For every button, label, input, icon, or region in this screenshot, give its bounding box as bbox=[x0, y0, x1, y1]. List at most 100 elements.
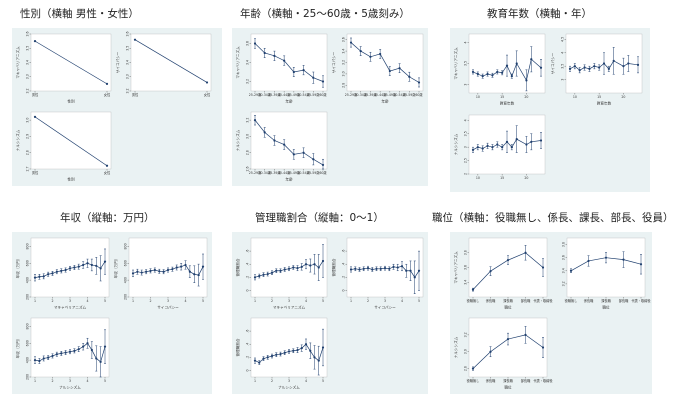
y-tick-label: 3.2 bbox=[562, 281, 566, 286]
y-tick-label: 3.4 bbox=[126, 60, 130, 65]
y-tick-label: 3.2 bbox=[126, 88, 130, 93]
x-tick-label: 部長職 bbox=[521, 298, 531, 303]
y-tick-label: 800 bbox=[26, 323, 30, 329]
data-point bbox=[77, 348, 80, 351]
x-tick-label: 40-44歳 bbox=[278, 170, 291, 175]
series-line bbox=[254, 119, 324, 166]
title-education: 教育年数（横軸・年） bbox=[487, 8, 592, 20]
data-point bbox=[312, 158, 315, 161]
y-tick-label: 3.2 bbox=[464, 332, 468, 337]
series-line bbox=[34, 40, 108, 85]
y-tick-label: 0 bbox=[246, 289, 250, 291]
data-point bbox=[471, 367, 475, 370]
data-point bbox=[105, 164, 109, 167]
chart-inc-psy: 200 400 600 800 1 2 3 4 5 サイコパシー 年収（万円） bbox=[113, 237, 208, 310]
data-point bbox=[42, 357, 45, 360]
data-point bbox=[131, 272, 135, 275]
data-point bbox=[622, 65, 625, 68]
data-point bbox=[33, 115, 37, 118]
title-manager: 管理職割合（縦軸：0～1） bbox=[255, 212, 384, 224]
x-tick-label: 代表・取締役 bbox=[631, 298, 651, 303]
data-point bbox=[375, 267, 378, 270]
data-point bbox=[136, 270, 139, 273]
data-point bbox=[313, 263, 316, 266]
chart-gender-psy: 3.2 3.3 3.4 3.5 3.6 男性 女性 サイコパシー bbox=[115, 31, 212, 97]
x-axis-label: 職位 bbox=[504, 385, 512, 390]
x-tick-label: 15 bbox=[597, 95, 601, 99]
data-point bbox=[33, 359, 37, 362]
x-tick-label: 35-39歳 bbox=[268, 170, 281, 175]
plot-area bbox=[250, 317, 328, 378]
x-tick-label: 50-54歳 bbox=[297, 92, 310, 97]
data-point bbox=[568, 67, 572, 70]
x-tick-label: 40-44歳 bbox=[374, 92, 387, 97]
data-point bbox=[263, 131, 266, 134]
data-point bbox=[627, 62, 630, 65]
x-tick-label: 4 bbox=[401, 299, 403, 303]
y-axis-label: ナルシシズム bbox=[453, 133, 458, 155]
y-tick-label: 3.6 bbox=[246, 41, 250, 46]
data-point bbox=[253, 359, 257, 362]
y-tick-label: .2 bbox=[246, 276, 250, 279]
y-tick-label: .6 bbox=[246, 250, 250, 253]
y-tick-label: 3.5 bbox=[126, 46, 130, 51]
y-tick-label: 800 bbox=[26, 243, 30, 249]
x-tick-label: 20 bbox=[524, 95, 528, 99]
data-point bbox=[166, 268, 170, 272]
x-tick-label: 30-34歳 bbox=[354, 92, 367, 97]
data-point bbox=[140, 271, 143, 274]
data-point bbox=[321, 80, 325, 83]
y-tick-label: 0 bbox=[342, 289, 346, 291]
data-point bbox=[309, 349, 312, 352]
chart-edu-nar: 2 2.5 3 3.5 4 10 15 20 ナルシシズム bbox=[453, 114, 546, 180]
x-tick-label: 課長職 bbox=[601, 298, 611, 303]
x-tick-label: 4 bbox=[184, 299, 186, 303]
data-point bbox=[541, 266, 545, 269]
x-tick-label: 女性 bbox=[104, 170, 111, 175]
x-tick-label: 係長職 bbox=[584, 298, 594, 303]
y-tick-label: .4 bbox=[246, 343, 250, 346]
x-tick-label: 3 bbox=[69, 299, 71, 303]
data-point bbox=[593, 65, 596, 68]
data-point bbox=[253, 119, 257, 122]
y-axis-label: マキャベリアニズム bbox=[15, 46, 20, 79]
data-point bbox=[524, 251, 527, 254]
data-point bbox=[99, 360, 102, 363]
data-point bbox=[541, 346, 545, 349]
data-point bbox=[506, 337, 510, 341]
data-point bbox=[279, 352, 282, 356]
data-point bbox=[471, 70, 475, 74]
data-point bbox=[476, 72, 479, 76]
y-axis-label: マキャベリアニズム bbox=[453, 251, 458, 284]
x-tick-label: 4 bbox=[305, 379, 307, 383]
y-tick-label: 200 bbox=[124, 294, 128, 300]
data-point bbox=[300, 265, 303, 268]
data-point bbox=[524, 333, 527, 336]
x-tick-label: 係長職 bbox=[486, 378, 496, 383]
y-tick-label: 3.6 bbox=[562, 255, 566, 260]
y-axis-label: ナルシシズム bbox=[235, 129, 240, 151]
y-tick-label: 400 bbox=[26, 357, 30, 363]
data-point bbox=[279, 269, 282, 272]
data-point bbox=[258, 361, 261, 364]
chart-edu-mach: 3 3.5 4 10 15 20 教育年数 マキャベリアニズム bbox=[453, 33, 546, 106]
data-point bbox=[266, 272, 269, 276]
data-point bbox=[266, 356, 269, 359]
data-point bbox=[302, 69, 305, 72]
y-tick-label: 3.8 bbox=[464, 250, 468, 255]
data-point bbox=[530, 140, 533, 143]
x-tick-label: 代表・取締役 bbox=[533, 378, 553, 383]
y-tick-label: 3.5 bbox=[464, 61, 468, 66]
data-point bbox=[33, 40, 37, 43]
data-point bbox=[354, 267, 357, 270]
y-tick-label: 800 bbox=[124, 243, 128, 249]
data-point bbox=[304, 263, 308, 266]
data-point bbox=[73, 349, 76, 352]
data-point bbox=[197, 273, 200, 277]
x-tick-label: 役職無し bbox=[467, 298, 480, 303]
y-tick-label: 3.4 bbox=[342, 49, 346, 54]
data-point bbox=[180, 265, 183, 268]
data-point bbox=[587, 259, 590, 263]
